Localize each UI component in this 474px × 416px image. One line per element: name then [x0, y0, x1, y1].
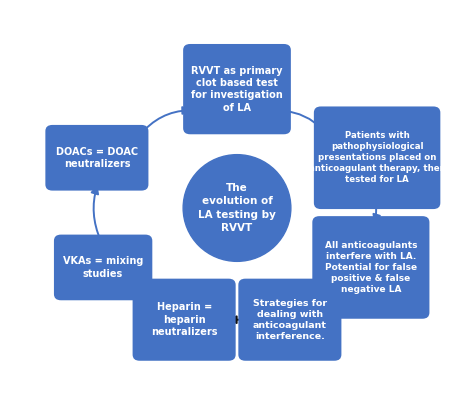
Text: DOACs = DOAC
neutralizers: DOACs = DOAC neutralizers: [56, 146, 138, 169]
FancyBboxPatch shape: [133, 279, 236, 361]
Text: RVVT as primary
clot based test
for investigation
of LA: RVVT as primary clot based test for inve…: [191, 66, 283, 113]
Text: All anticoagulants
interfere with LA.
Potential for false
positive & false
negat: All anticoagulants interfere with LA. Po…: [325, 241, 417, 294]
Text: VKAs = mixing
studies: VKAs = mixing studies: [63, 256, 143, 279]
FancyBboxPatch shape: [312, 216, 429, 319]
Text: Patients with
pathophysiological
presentations placed on
anticoagulant therapy, : Patients with pathophysiological present…: [309, 131, 446, 184]
Text: The
evolution of
LA testing by
RVVT: The evolution of LA testing by RVVT: [198, 183, 276, 233]
Text: Heparin =
heparin
neutralizers: Heparin = heparin neutralizers: [151, 302, 218, 337]
FancyBboxPatch shape: [54, 235, 152, 300]
Ellipse shape: [183, 155, 291, 261]
FancyBboxPatch shape: [314, 106, 440, 209]
FancyBboxPatch shape: [46, 125, 148, 191]
FancyBboxPatch shape: [183, 44, 291, 134]
Text: Strategies for
dealing with
anticoagulant
interference.: Strategies for dealing with anticoagulan…: [253, 299, 327, 341]
FancyBboxPatch shape: [238, 279, 341, 361]
